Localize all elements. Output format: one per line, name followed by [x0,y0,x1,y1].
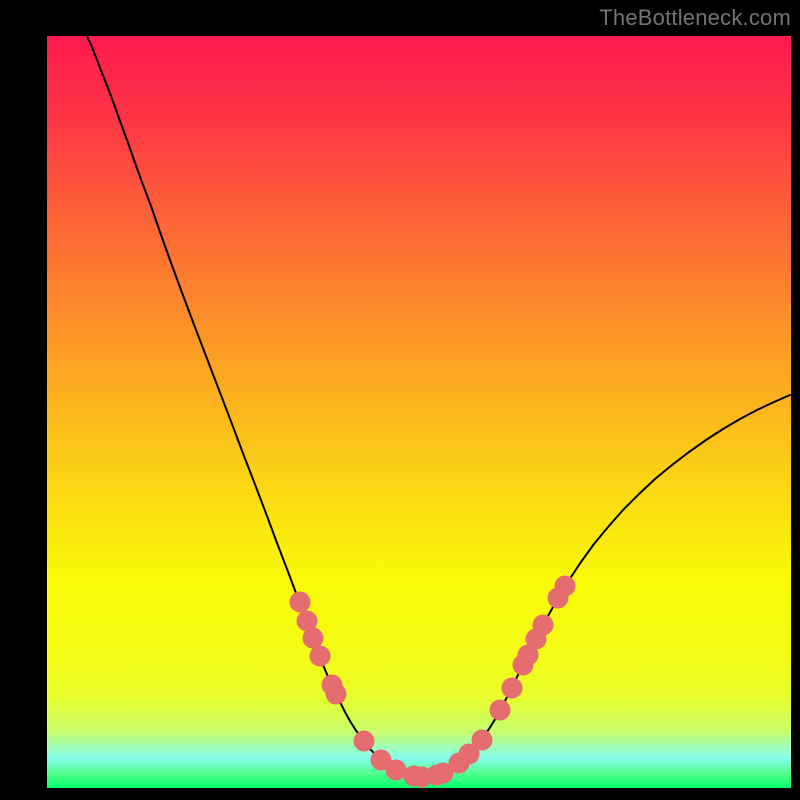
plot-gradient-area [47,36,791,788]
watermark-text: TheBottleneck.com [599,5,791,31]
